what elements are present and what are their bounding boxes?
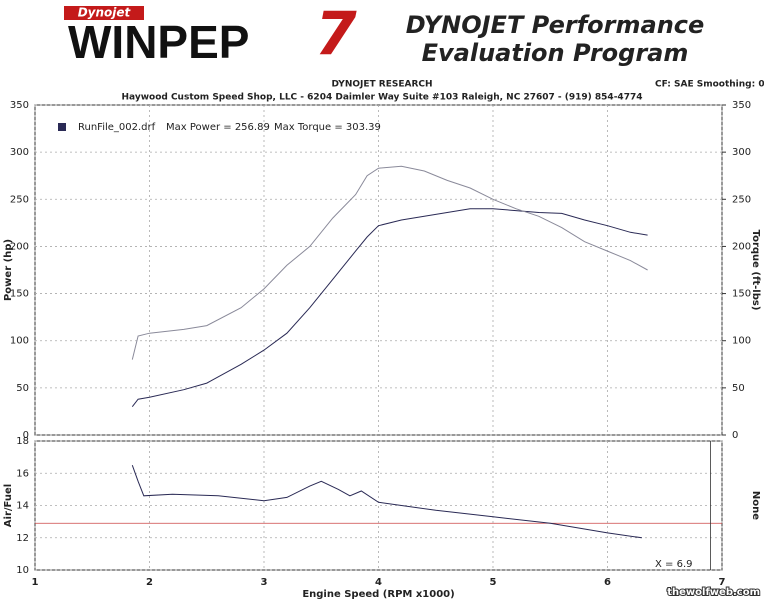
y-tick-label: 10 <box>16 565 29 576</box>
y2-axis-label: Torque (ft-lbs) <box>750 230 761 311</box>
y-tick-label: 50 <box>16 383 29 394</box>
shop: Haywood Custom Speed Shop, LLC - 6204 Da… <box>122 93 643 103</box>
y-tick-label: 300 <box>10 147 29 158</box>
plot-frame <box>34 440 723 571</box>
y-axis-label: Power (hp) <box>3 239 14 301</box>
y2-tick-label: 250 <box>732 194 751 205</box>
x-tick-label: 7 <box>719 577 726 588</box>
y-tick-label: 18 <box>16 436 29 447</box>
y2-tick-label: 50 <box>732 383 745 394</box>
y2-tick-label: 300 <box>732 147 751 158</box>
x-tick-label: 1 <box>32 577 39 588</box>
legend-entry: RunFile_002.drf <box>78 122 156 133</box>
title-line1: DYNOJET Performance <box>406 11 705 39</box>
y-tick-label: 200 <box>10 241 29 252</box>
x-tick-label: 4 <box>375 577 382 588</box>
y-tick-label: 14 <box>16 501 29 512</box>
x-tick-label: 3 <box>261 577 268 588</box>
y2-tick-label: 200 <box>732 241 751 252</box>
legend-max-torque: Max Torque = 303.39 <box>274 122 381 133</box>
logo-band <box>64 6 144 20</box>
legend-max-power: Max Power = 256.89 <box>166 122 270 133</box>
logo-small: Dynojet <box>78 6 132 20</box>
data-line <box>131 208 648 408</box>
y2-axis-label: None <box>750 491 761 520</box>
x-tick-label: 6 <box>604 577 611 588</box>
company: DYNOJET RESEARCH <box>331 80 432 90</box>
y-axis-label: Air/Fuel <box>3 484 14 527</box>
y-tick-label: 0 <box>23 430 29 441</box>
y-tick-label: 12 <box>16 533 29 544</box>
y2-tick-label: 0 <box>732 430 738 441</box>
y-tick-label: 350 <box>10 100 29 111</box>
x-tick-label: 5 <box>490 577 497 588</box>
watermark: thewolfweb.com <box>667 587 760 598</box>
logo-num: 7 <box>315 0 357 70</box>
y-tick-label: 16 <box>16 468 29 479</box>
x-tick-label: 2 <box>146 577 153 588</box>
legend-swatch <box>58 123 66 131</box>
x-axis-label: Engine Speed (RPM x1000) <box>302 589 454 600</box>
y-tick-label: 250 <box>10 194 29 205</box>
y2-tick-label: 350 <box>732 100 751 111</box>
settings: CF: SAE Smoothing: 0 <box>655 80 764 90</box>
annotation: X = 6.9 <box>655 559 693 570</box>
y-tick-label: 100 <box>10 336 29 347</box>
y-tick-label: 150 <box>10 289 29 300</box>
y2-tick-label: 150 <box>732 289 751 300</box>
logo-main: WINPEP <box>68 16 249 68</box>
data-line <box>131 465 642 539</box>
y2-tick-label: 100 <box>732 336 751 347</box>
title-line2: Evaluation Program <box>422 39 689 67</box>
data-line <box>131 165 648 360</box>
